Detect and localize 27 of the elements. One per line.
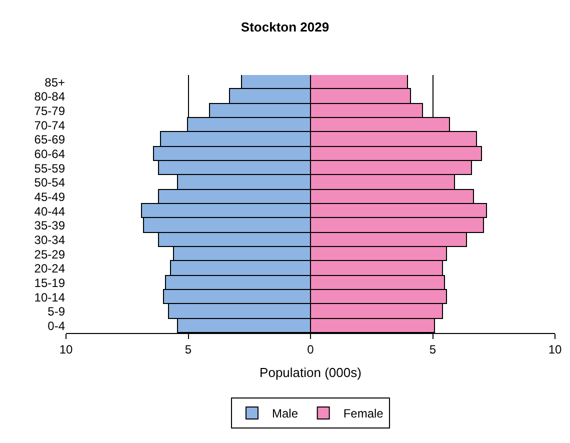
y-tick-label: 0-4 [48,319,66,334]
legend-label: Female [343,406,384,421]
y-tick-label: 45-49 [34,190,66,204]
y-tick-label: 20-24 [34,262,66,276]
x-tick-label: 10 [548,342,562,356]
y-tick-label: 15-19 [34,276,66,290]
y-tick-label: 70-74 [34,118,66,132]
y-tick-label: 55-59 [34,161,66,176]
legend-label: Male [272,406,298,421]
chart-title: Stockton 2029 [240,19,330,34]
y-tick-label: 50-54 [34,176,66,190]
y-tick-label: 40-44 [34,204,66,218]
x-tick-label: 10 [59,342,73,356]
y-tick-label: 30-34 [34,233,66,248]
y-tick-label: 75-79 [34,104,66,118]
x-tick-label: 5 [429,342,436,356]
y-tick-label: 80-84 [34,90,66,104]
y-tick-label: 60-64 [34,147,66,162]
y-tick-label: 10-14 [34,290,66,304]
y-tick-label: 25-29 [34,247,66,262]
y-tick-label: 5-9 [48,304,66,319]
y-tick-label: 85+ [44,75,65,90]
x-tick-label: 0 [307,342,314,356]
y-tick-label: 35-39 [34,218,66,233]
y-tick-label: 65-69 [34,132,66,147]
x-tick-label: 5 [184,342,192,356]
x-axis-title: Population (000s) [260,365,362,380]
